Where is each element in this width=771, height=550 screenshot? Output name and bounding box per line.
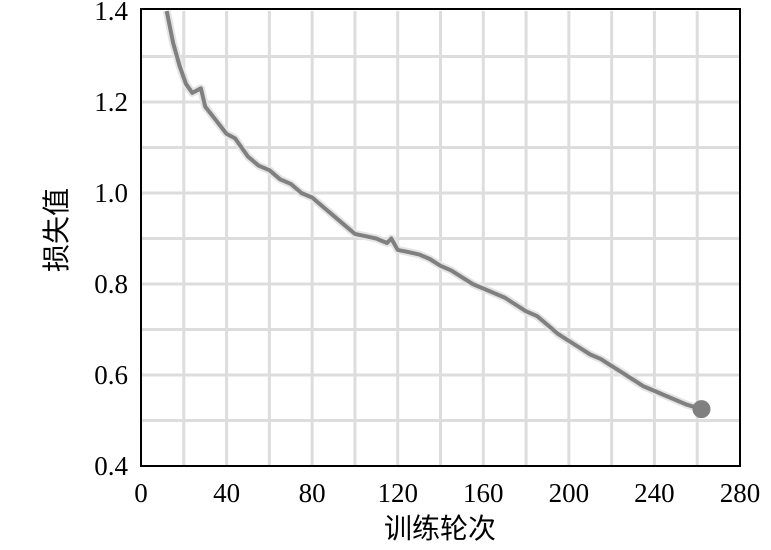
x-tick-label: 200 (549, 478, 590, 508)
y-tick-label: 1.0 (94, 178, 128, 208)
y-tick-label: 0.8 (94, 269, 128, 299)
plot-frame (140, 8, 741, 467)
y-axis-ticks: 0.4 0.6 0.8 1.0 1.2 1.4 (94, 0, 128, 481)
end-marker (692, 400, 711, 419)
grid (141, 11, 740, 466)
x-tick-label: 40 (213, 478, 240, 508)
x-tick-label: 160 (463, 478, 504, 508)
x-tick-label: 240 (634, 478, 675, 508)
series-shadow (162, 10, 703, 413)
x-tick-label: 80 (299, 478, 326, 508)
y-tick-label: 1.4 (94, 0, 128, 26)
x-tick-label: 280 (720, 478, 761, 508)
y-tick-label: 0.4 (94, 451, 128, 481)
y-tick-label: 0.6 (94, 360, 128, 390)
x-axis-ticks: 0 40 80 120 160 200 240 280 (134, 478, 760, 508)
series (162, 10, 711, 419)
x-axis-label: 训练轮次 (384, 513, 496, 545)
loss-line (164, 10, 703, 412)
y-tick-label: 1.2 (94, 87, 128, 117)
y-axis-label: 损失值 (41, 188, 73, 272)
x-tick-label: 0 (134, 478, 148, 508)
x-tick-label: 120 (377, 478, 418, 508)
